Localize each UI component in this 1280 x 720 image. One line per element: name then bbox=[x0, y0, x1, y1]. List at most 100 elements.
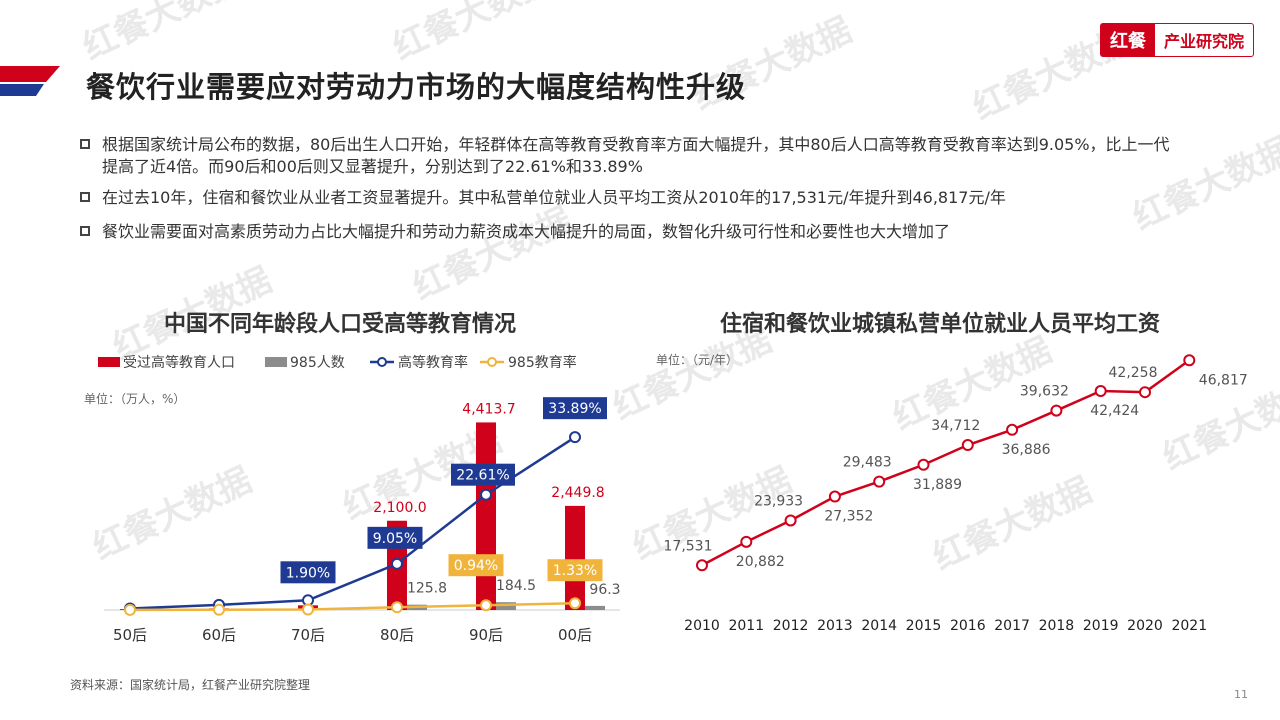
logo-text: 产业研究院 bbox=[1163, 32, 1244, 51]
legend-item: 受过高等教育人口 bbox=[98, 354, 235, 371]
education-rate-point bbox=[569, 431, 581, 444]
legend-label: 985教育率 bbox=[508, 354, 577, 371]
legend-swatch bbox=[265, 357, 287, 367]
x-tick-label: 2010 bbox=[684, 618, 720, 634]
source-note: 资料来源：国家统计局，红餐产业研究院整理 bbox=[70, 678, 311, 692]
wage-data-label: 31,889 bbox=[913, 477, 962, 493]
bullet-box-icon bbox=[80, 139, 90, 149]
legend-label: 985人数 bbox=[290, 355, 345, 371]
x-tick-label: 2015 bbox=[906, 618, 942, 634]
education-rate-point bbox=[391, 557, 403, 570]
wage-data-label: 27,352 bbox=[824, 509, 873, 525]
bar-educated-population bbox=[565, 505, 585, 610]
x-tick-label: 2017 bbox=[994, 618, 1030, 634]
x-tick-label: 80后 bbox=[380, 626, 414, 644]
x-tick-label: 60后 bbox=[202, 626, 236, 644]
wage-line bbox=[701, 359, 1191, 567]
education-chart-title: 中国不同年龄段人口受高等教育情况 bbox=[163, 312, 516, 337]
wage-point bbox=[961, 439, 974, 452]
education-rate-point bbox=[480, 488, 492, 501]
education-rate-tag-label: 33.89% bbox=[548, 401, 601, 417]
legend-marker bbox=[377, 357, 387, 367]
bullet-text: 在过去10年，住宿和餐饮业从业者工资显著提升。其中私营单位就业人员平均工资从20… bbox=[102, 188, 1006, 207]
wage-data-label: 20,882 bbox=[736, 554, 785, 570]
wage-point bbox=[1183, 354, 1196, 367]
wage-point bbox=[1094, 385, 1107, 398]
bar-label-985: 184.5 bbox=[496, 578, 536, 594]
wage-point bbox=[1006, 423, 1019, 436]
bar-label-985: 96.3 bbox=[589, 582, 620, 598]
x-tick-label: 2021 bbox=[1171, 618, 1207, 634]
wage-chart-title: 住宿和餐饮业城镇私营单位就业人员平均工资 bbox=[719, 312, 1160, 337]
x-tick-label: 2011 bbox=[728, 618, 764, 634]
x-tick-label: 90后 bbox=[469, 626, 503, 644]
legend-swatch bbox=[98, 357, 120, 367]
education-rate-tag-label: 9.05% bbox=[373, 531, 417, 547]
wage-point bbox=[873, 475, 886, 488]
x-tick-label: 50后 bbox=[113, 626, 147, 644]
rate-985-point bbox=[391, 601, 403, 614]
education-rate-tag-box bbox=[280, 561, 336, 584]
wage-data-label: 36,886 bbox=[1002, 442, 1051, 458]
rate-985-tag-box bbox=[547, 559, 603, 582]
wage-data-label: 39,632 bbox=[1020, 384, 1069, 400]
watermark-text: 红餐大数据 bbox=[77, 0, 248, 68]
x-tick-label: 00后 bbox=[558, 626, 592, 644]
bar-label-educated: 2,449.8 bbox=[551, 485, 604, 501]
bar-educated-population bbox=[476, 422, 496, 610]
rate-985-point bbox=[213, 603, 225, 616]
legend-label: 高等教育率 bbox=[398, 354, 468, 371]
wage-data-label: 42,258 bbox=[1109, 365, 1158, 381]
bar-label-educated: 2,100.0 bbox=[373, 500, 426, 516]
bar-985-population bbox=[585, 605, 605, 610]
wage-point bbox=[696, 559, 708, 572]
education-rate-tag-label: 22.61% bbox=[456, 468, 509, 484]
x-tick-label: 2019 bbox=[1083, 618, 1119, 634]
education-chart-unit: 单位：（万人，%） bbox=[84, 392, 186, 406]
bar-985-population bbox=[496, 602, 516, 610]
legend-item: 985人数 bbox=[265, 355, 345, 371]
x-tick-label: 2013 bbox=[817, 618, 853, 634]
watermark-text: 红餐大数据 bbox=[387, 0, 558, 68]
wage-point bbox=[1050, 404, 1063, 417]
education-chart: 受过高等教育人口 985人数 高等教育率 985教育率 2,100.0 4,413.7 2,… bbox=[98, 354, 621, 644]
wage-data-label: 29,483 bbox=[843, 455, 892, 471]
x-tick-label: 2016 bbox=[950, 618, 986, 634]
wage-chart-unit: 单位：（元/年） bbox=[656, 353, 739, 367]
rate-985-point bbox=[569, 597, 581, 610]
education-rate-tag-box bbox=[367, 526, 423, 549]
x-tick-label: 2020 bbox=[1127, 618, 1163, 634]
wage-point bbox=[784, 514, 797, 527]
x-tick-label: 70后 bbox=[291, 626, 325, 644]
rate-985-point bbox=[124, 603, 136, 616]
rate-985-line bbox=[129, 601, 576, 612]
legend-item: 高等教育率 bbox=[370, 354, 468, 371]
wage-data-label: 34,712 bbox=[931, 418, 980, 434]
header-accent-stripe bbox=[0, 66, 60, 96]
legend-label: 受过高等教育人口 bbox=[123, 354, 235, 371]
wage-data-label: 17,531 bbox=[664, 538, 713, 554]
wage-point bbox=[828, 490, 841, 503]
bar-label-educated: 4,413.7 bbox=[462, 401, 515, 417]
logo-mark: 红餐 bbox=[1101, 24, 1155, 56]
page-title: 餐饮行业需要应对劳动力市场的大幅度结构性升级 bbox=[86, 70, 747, 104]
rate-985-point bbox=[480, 599, 492, 612]
wage-point bbox=[1139, 386, 1151, 399]
wage-data-label: 23,933 bbox=[754, 493, 803, 509]
brand-logo: 红餐 产业研究院 bbox=[1100, 23, 1254, 57]
education-rate-tag-box bbox=[451, 463, 515, 486]
education-rate-tag-label: 1.90% bbox=[286, 565, 330, 581]
rate-985-point bbox=[302, 603, 314, 616]
bullet-box-icon bbox=[80, 192, 90, 202]
x-tick-label: 2014 bbox=[861, 618, 897, 634]
education-rate-tag-box bbox=[543, 397, 607, 420]
page-number: 11 bbox=[1234, 688, 1248, 701]
wage-data-label: 42,424 bbox=[1090, 403, 1139, 419]
legend-item: 985教育率 bbox=[480, 354, 577, 371]
x-tick-label: 2018 bbox=[1039, 618, 1075, 634]
wage-chart: 17,531 20,882 23,933 27,352 29,483 31,889 34,7… bbox=[664, 354, 1248, 634]
wage-data-label: 46,817 bbox=[1199, 372, 1248, 388]
bullet-text: 餐饮业需要面对高素质劳动力占比大幅提升和劳动力薪资成本大幅提升的局面，数智化升级… bbox=[102, 222, 951, 241]
rate-985-tag-label: 1.33% bbox=[553, 563, 597, 579]
legend-marker bbox=[487, 357, 497, 367]
